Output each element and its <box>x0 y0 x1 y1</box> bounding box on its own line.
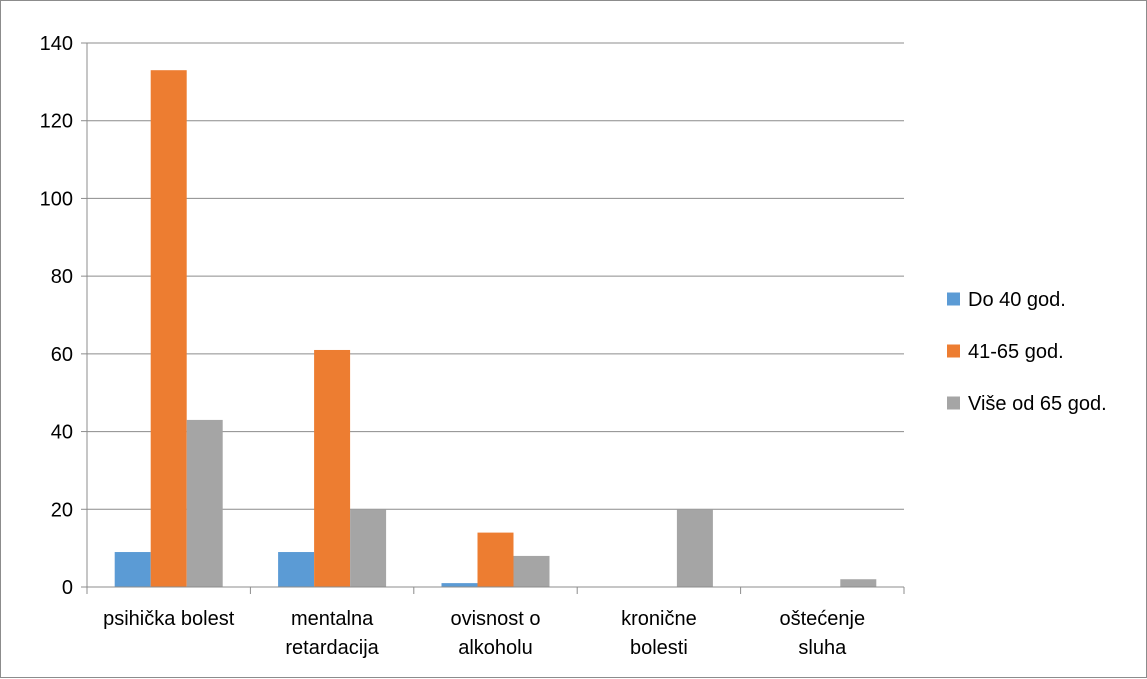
x-category-label: psihička bolest <box>103 608 235 630</box>
y-tick-label: 40 <box>51 422 73 444</box>
bar-1-3 <box>441 583 478 587</box>
x-category-label: ovisnost o alkoholu <box>450 608 540 659</box>
y-tick-label: 80 <box>51 266 73 288</box>
y-tick-labels: 0 20 40 60 80 100 120 140 <box>40 33 73 599</box>
legend-swatch-2 <box>947 344 960 358</box>
y-tick-label: 120 <box>40 111 73 133</box>
y-tick-label: 100 <box>40 188 73 210</box>
y-tick-label: 140 <box>40 33 73 55</box>
legend-swatch-3 <box>947 396 960 410</box>
bar-3-3 <box>513 555 550 587</box>
bar-3-5 <box>840 579 877 587</box>
y-tick-label: 20 <box>51 499 73 521</box>
bars <box>114 70 877 587</box>
bar-3-1 <box>186 419 223 587</box>
legend: Do 40 god. 41-65 god. Više od 65 god. <box>947 289 1107 415</box>
gridlines <box>87 42 904 510</box>
bar-3-2 <box>350 509 387 587</box>
x-category-labels: psihička bolest mentalna retardacija ovisno… <box>103 608 865 659</box>
bar-1-2 <box>278 552 315 587</box>
y-tick-label: 0 <box>62 577 73 599</box>
bar-2-1 <box>150 70 187 587</box>
x-category-label: mentalna retardacija <box>285 608 379 659</box>
legend-label-2: 41-65 god. <box>968 341 1064 363</box>
bar-3-4 <box>676 509 713 587</box>
bar-2-3 <box>477 532 514 587</box>
legend-label-3: Više od 65 god. <box>968 393 1107 415</box>
y-tick-label: 60 <box>51 344 73 366</box>
axes <box>81 42 905 594</box>
legend-swatch-1 <box>947 292 960 306</box>
legend-label-1: Do 40 god. <box>968 289 1066 311</box>
x-category-label: kronične bolesti <box>621 608 697 659</box>
x-category-label: oštećenje sluha <box>779 608 865 659</box>
bar-1-1 <box>114 552 151 587</box>
bar-2-2 <box>314 349 351 587</box>
